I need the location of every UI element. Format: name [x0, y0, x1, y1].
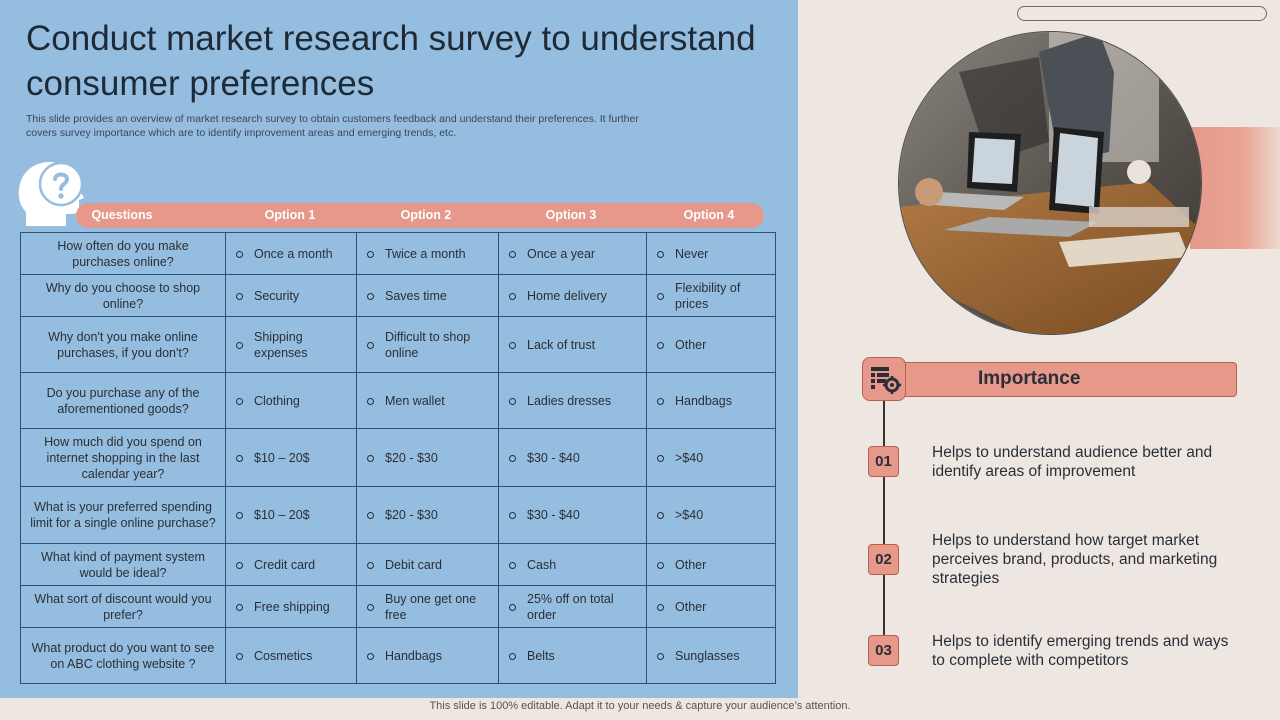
meeting-laptops-photo: [898, 31, 1202, 335]
option-cell: Security: [225, 274, 357, 317]
option-cell: Difficult to shop online: [356, 316, 499, 373]
table-row: What product do you want to see on ABC c…: [20, 627, 776, 684]
table-row: What sort of discount would you prefer? …: [20, 585, 776, 628]
option-cell: $30 - $40: [498, 486, 647, 544]
decorative-pill: [1017, 6, 1267, 21]
option-cell: Other: [646, 316, 776, 373]
option-cell: >$40: [646, 428, 776, 487]
header-option-3: Option 3: [545, 208, 597, 222]
question-cell: What product do you want to see on ABC c…: [20, 627, 226, 684]
option-cell: Once a month: [225, 232, 357, 275]
option-cell: Sunglasses: [646, 627, 776, 684]
option-cell: Flexibility of prices: [646, 274, 776, 317]
table-row: How much did you spend on internet shopp…: [20, 428, 776, 487]
question-cell: Why do you choose to shop online?: [20, 274, 226, 317]
option-cell: $20 - $30: [356, 428, 499, 487]
header-option-1: Option 1: [264, 208, 316, 222]
header-option-4: Option 4: [683, 208, 735, 222]
option-cell: Debit card: [356, 543, 499, 586]
question-cell: What kind of payment system would be ide…: [20, 543, 226, 586]
option-cell: Handbags: [356, 627, 499, 684]
importance-title: Importance: [978, 368, 1081, 389]
option-cell: Clothing: [225, 372, 357, 429]
survey-table: How often do you make purchases online? …: [20, 232, 776, 684]
option-cell: Belts: [498, 627, 647, 684]
option-cell: Other: [646, 543, 776, 586]
option-cell: Men wallet: [356, 372, 499, 429]
option-cell: Once a year: [498, 232, 647, 275]
question-cell: What is your preferred spending limit fo…: [20, 486, 226, 544]
item-number-1: 01: [868, 446, 899, 477]
importance-text-1: Helps to understand audience better and …: [932, 444, 1213, 480]
footer-note: This slide is 100% editable. Adapt it to…: [429, 700, 851, 712]
importance-text-3: Helps to identify emerging trends and wa…: [932, 633, 1229, 669]
option-cell: Buy one get one free: [356, 585, 499, 628]
table-row: Why do you choose to shop online? Securi…: [20, 274, 776, 317]
header-option-2: Option 2: [400, 208, 452, 222]
option-cell: $20 - $30: [356, 486, 499, 544]
survey-settings-icon: [871, 367, 901, 394]
option-cell: Never: [646, 232, 776, 275]
option-cell: Cash: [498, 543, 647, 586]
option-cell: Twice a month: [356, 232, 499, 275]
option-cell: Cosmetics: [225, 627, 357, 684]
option-cell: $10 – 20$: [225, 428, 357, 487]
option-cell: Other: [646, 585, 776, 628]
table-row: What kind of payment system would be ide…: [20, 543, 776, 586]
item-number-3: 03: [868, 635, 899, 666]
option-cell: $30 - $40: [498, 428, 647, 487]
table-row: What is your preferred spending limit fo…: [20, 486, 776, 544]
question-cell: What sort of discount would you prefer?: [20, 585, 226, 628]
question-cell: Do you purchase any of the aforementione…: [20, 372, 226, 429]
option-cell: 25% off on total order: [498, 585, 647, 628]
decorative-strip: [1190, 127, 1280, 249]
importance-bar: [882, 362, 1237, 397]
option-cell: Ladies dresses: [498, 372, 647, 429]
importance-icon-box: [862, 357, 906, 401]
page-title: Conduct market research survey to unders…: [26, 19, 756, 103]
question-cell: Why don't you make online purchases, if …: [20, 316, 226, 373]
option-cell: Free shipping: [225, 585, 357, 628]
option-cell: Handbags: [646, 372, 776, 429]
table-row: Why don't you make online purchases, if …: [20, 316, 776, 373]
page-subtitle: This slide provides an overview of marke…: [26, 113, 639, 139]
option-cell: $10 – 20$: [225, 486, 357, 544]
option-cell: Shipping expenses: [225, 316, 357, 373]
question-cell: How often do you make purchases online?: [20, 232, 226, 275]
table-row: Do you purchase any of the aforementione…: [20, 372, 776, 429]
timeline-line: [883, 401, 885, 651]
option-cell: Saves time: [356, 274, 499, 317]
importance-text-2: Helps to understand how target market pe…: [932, 532, 1218, 587]
head-question-icon: [18, 161, 84, 226]
table-row: How often do you make purchases online? …: [20, 232, 776, 275]
item-number-2: 02: [868, 544, 899, 575]
table-header-bar: Questions Option 1 Option 2 Option 3 Opt…: [76, 203, 764, 228]
question-cell: How much did you spend on internet shopp…: [20, 428, 226, 487]
option-cell: Home delivery: [498, 274, 647, 317]
option-cell: >$40: [646, 486, 776, 544]
option-cell: Credit card: [225, 543, 357, 586]
header-questions: Questions: [91, 208, 153, 222]
option-cell: Lack of trust: [498, 316, 647, 373]
